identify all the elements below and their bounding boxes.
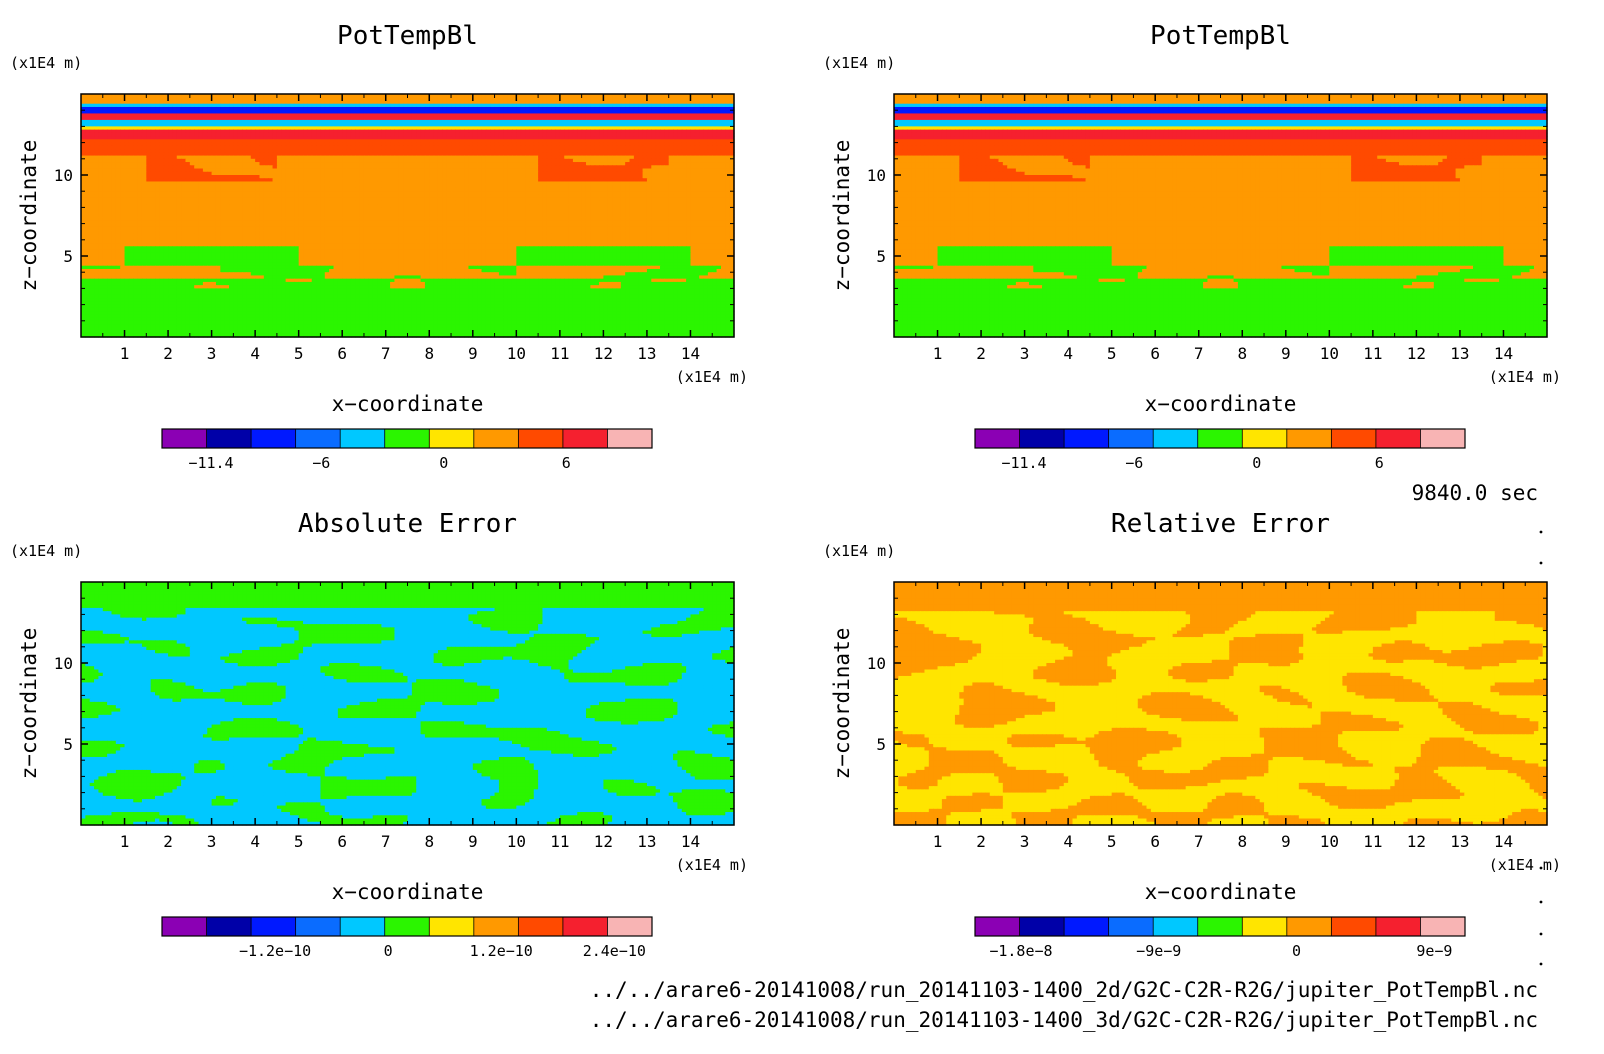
file-path-1: ../../arare6-20141008/run_20141103-1400_… bbox=[590, 978, 1538, 1002]
panel-title: PotTempBl bbox=[337, 21, 478, 51]
contour-field bbox=[81, 94, 735, 338]
time-label: 9840.0 sec bbox=[1412, 481, 1538, 505]
file-path-2: ../../arare6-20141008/run_20141103-1400_… bbox=[590, 1008, 1538, 1032]
y-unit-label: (x1E4 m) bbox=[10, 54, 82, 72]
chart-panel-1: PotTempBl(x1E4 m)1 2 3 4 5 6 7 8 9 10 11 12 13 14510(… bbox=[10, 21, 748, 472]
